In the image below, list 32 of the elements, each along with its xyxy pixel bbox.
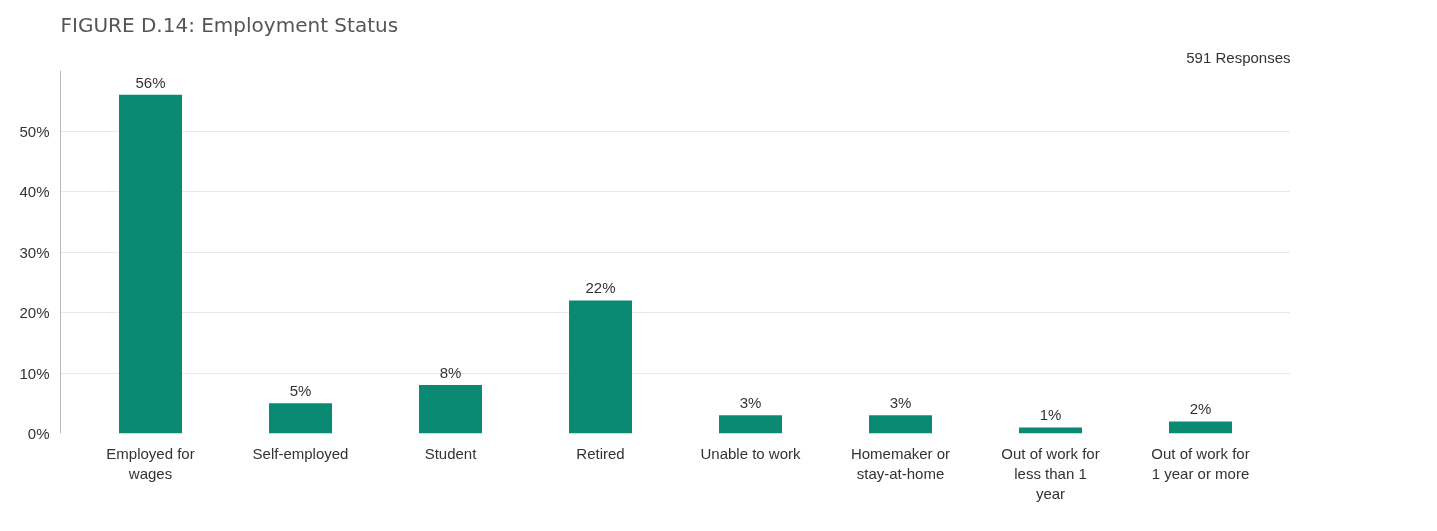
- x-tick-label: Out of work for 1 year or more: [1151, 444, 1250, 482]
- text: 591 Responses: [1186, 48, 1291, 66]
- x-tick-label: Unable to work: [700, 444, 802, 462]
- bar: [1169, 421, 1232, 434]
- data-label: 2%: [1189, 400, 1212, 418]
- y-tick-label: 20%: [19, 304, 50, 321]
- x-tick-label: Employed for wages: [106, 444, 195, 482]
- x-tick-label: Out of work for less than 1 year: [1001, 444, 1100, 503]
- bar: [419, 385, 482, 434]
- y-tick-label: 0%: [27, 425, 50, 442]
- bar: [569, 300, 632, 434]
- bar: [269, 403, 332, 434]
- data-label: 56%: [135, 73, 166, 91]
- data-label: 3%: [739, 394, 762, 412]
- y-tick-label: 30%: [19, 243, 50, 261]
- chart-title: FIGURE D.14: Employment Status: [60, 12, 399, 37]
- data-label: 1%: [1039, 406, 1062, 424]
- data-label: 8%: [439, 364, 462, 382]
- bar: [1019, 427, 1082, 434]
- y-tick-label: 40%: [19, 183, 50, 200]
- bar: [119, 94, 182, 434]
- data-label: 5%: [289, 382, 312, 400]
- bar: [719, 415, 782, 434]
- x-tick-label: Retired: [576, 444, 625, 462]
- x-tick-label: Homemaker or stay-at-home: [850, 444, 951, 482]
- bar: [869, 415, 932, 434]
- x-tick-label: Student: [424, 444, 478, 462]
- data-label: 3%: [889, 394, 912, 412]
- y-tick-label: 50%: [19, 122, 50, 140]
- x-tick-label: Self-employed: [252, 444, 349, 462]
- y-tick-label: 10%: [19, 364, 50, 382]
- data-label: 22%: [585, 279, 616, 297]
